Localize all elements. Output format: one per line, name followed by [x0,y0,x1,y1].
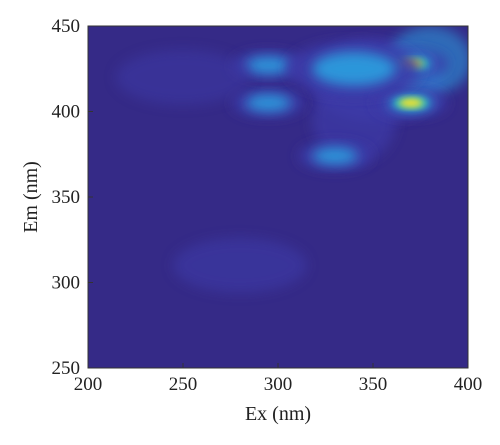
heatmap-feature-4-layer-1 [312,147,358,165]
x-tick-label: 200 [74,374,103,395]
x-tick-label: 350 [359,374,388,395]
heatmap-feature-7-layer-0 [116,49,250,105]
y-axis-label: Em (nm) [20,161,42,233]
x-tick-label: 300 [264,374,293,395]
y-tick-label: 400 [52,102,81,123]
y-tick-label: 300 [52,273,81,294]
heatmap-features [116,26,468,293]
y-axis: 450 400 350 300 250 [52,16,93,379]
x-tick-label: 250 [169,374,198,395]
y-tick-label: 450 [52,16,81,37]
heatmap-glow-1 [312,77,396,163]
y-tick-label: 350 [52,187,81,208]
x-axis: 200 250 300 350 400 [74,363,483,395]
heatmap-feature-6-layer-0 [173,238,307,293]
heatmap-feature-2-layer-1 [245,94,292,112]
x-tick-label: 400 [454,374,483,395]
x-axis-label: Ex (nm) [245,403,311,425]
heatmap-feature-5-layer-1 [312,51,396,86]
y-tick-label: 250 [52,358,81,379]
heatmap-feature-3-layer-1 [245,56,292,74]
heatmap-feature-0-layer-3 [399,98,423,108]
